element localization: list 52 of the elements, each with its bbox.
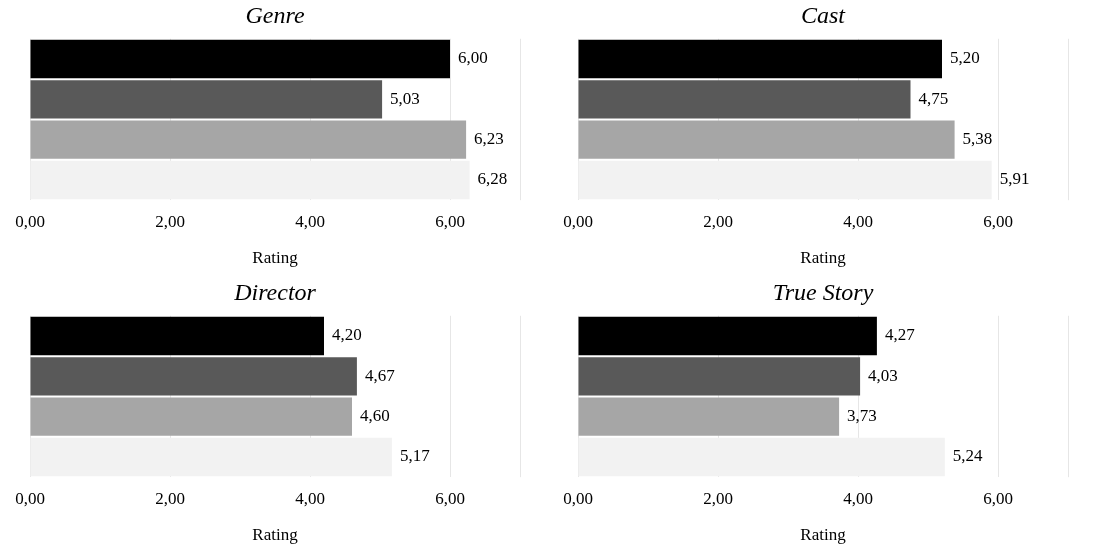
bar	[578, 316, 877, 356]
x-tick-label: 6,00	[983, 211, 1013, 231]
chart-title: Cast	[800, 1, 847, 28]
chart-title: Genre	[245, 1, 305, 28]
chart-title: True Story	[772, 278, 874, 305]
x-tick-label: 4,00	[843, 211, 873, 231]
bar	[578, 397, 840, 436]
data-label: 4,20	[332, 325, 362, 345]
x-tick-label: 6,00	[983, 488, 1013, 508]
bar	[30, 316, 324, 356]
data-label: 5,03	[390, 88, 420, 108]
x-tick-label: 0,00	[15, 488, 45, 508]
data-label: 6,23	[474, 129, 504, 149]
x-tick-label: 4,00	[295, 488, 325, 508]
x-tick-label: 4,00	[295, 211, 325, 231]
x-tick-label: 2,00	[703, 211, 733, 231]
x-tick-label: 4,00	[843, 488, 873, 508]
bar	[578, 80, 911, 119]
data-label: 3,73	[847, 406, 877, 426]
bar	[30, 357, 357, 396]
bar	[578, 120, 955, 159]
bar	[30, 397, 352, 436]
data-label: 6,00	[458, 48, 488, 68]
bar	[30, 39, 450, 79]
x-tick-label: 6,00	[435, 211, 465, 231]
x-axis-title: Rating	[252, 525, 299, 545]
data-label: 4,67	[364, 365, 396, 385]
bar	[578, 39, 942, 79]
data-label: 4,75	[918, 88, 949, 108]
data-label: 5,24	[952, 446, 984, 466]
x-axis-title: Rating	[252, 248, 299, 268]
data-label: 5,38	[962, 129, 993, 149]
data-label: 4,60	[360, 406, 390, 426]
x-tick-label: 0,00	[563, 488, 593, 508]
data-label: 5,20	[950, 48, 980, 68]
x-axis-title: Rating	[800, 248, 847, 268]
x-tick-label: 0,00	[563, 211, 593, 231]
data-label: 5,91	[999, 169, 1030, 189]
x-tick-label: 2,00	[155, 488, 185, 508]
x-tick-label: 0,00	[15, 211, 45, 231]
chart-title: Director	[233, 278, 317, 305]
data-label: 4,03	[868, 365, 898, 385]
data-label: 4,27	[884, 325, 916, 345]
bar	[578, 357, 861, 396]
x-axis-title: Rating	[800, 525, 847, 545]
data-label: 5,17	[399, 446, 431, 466]
bar	[30, 80, 383, 119]
bar	[30, 120, 467, 159]
x-tick-label: 2,00	[155, 211, 185, 231]
data-label: 6,28	[477, 169, 508, 189]
x-tick-label: 2,00	[703, 488, 733, 508]
x-tick-label: 6,00	[435, 488, 465, 508]
